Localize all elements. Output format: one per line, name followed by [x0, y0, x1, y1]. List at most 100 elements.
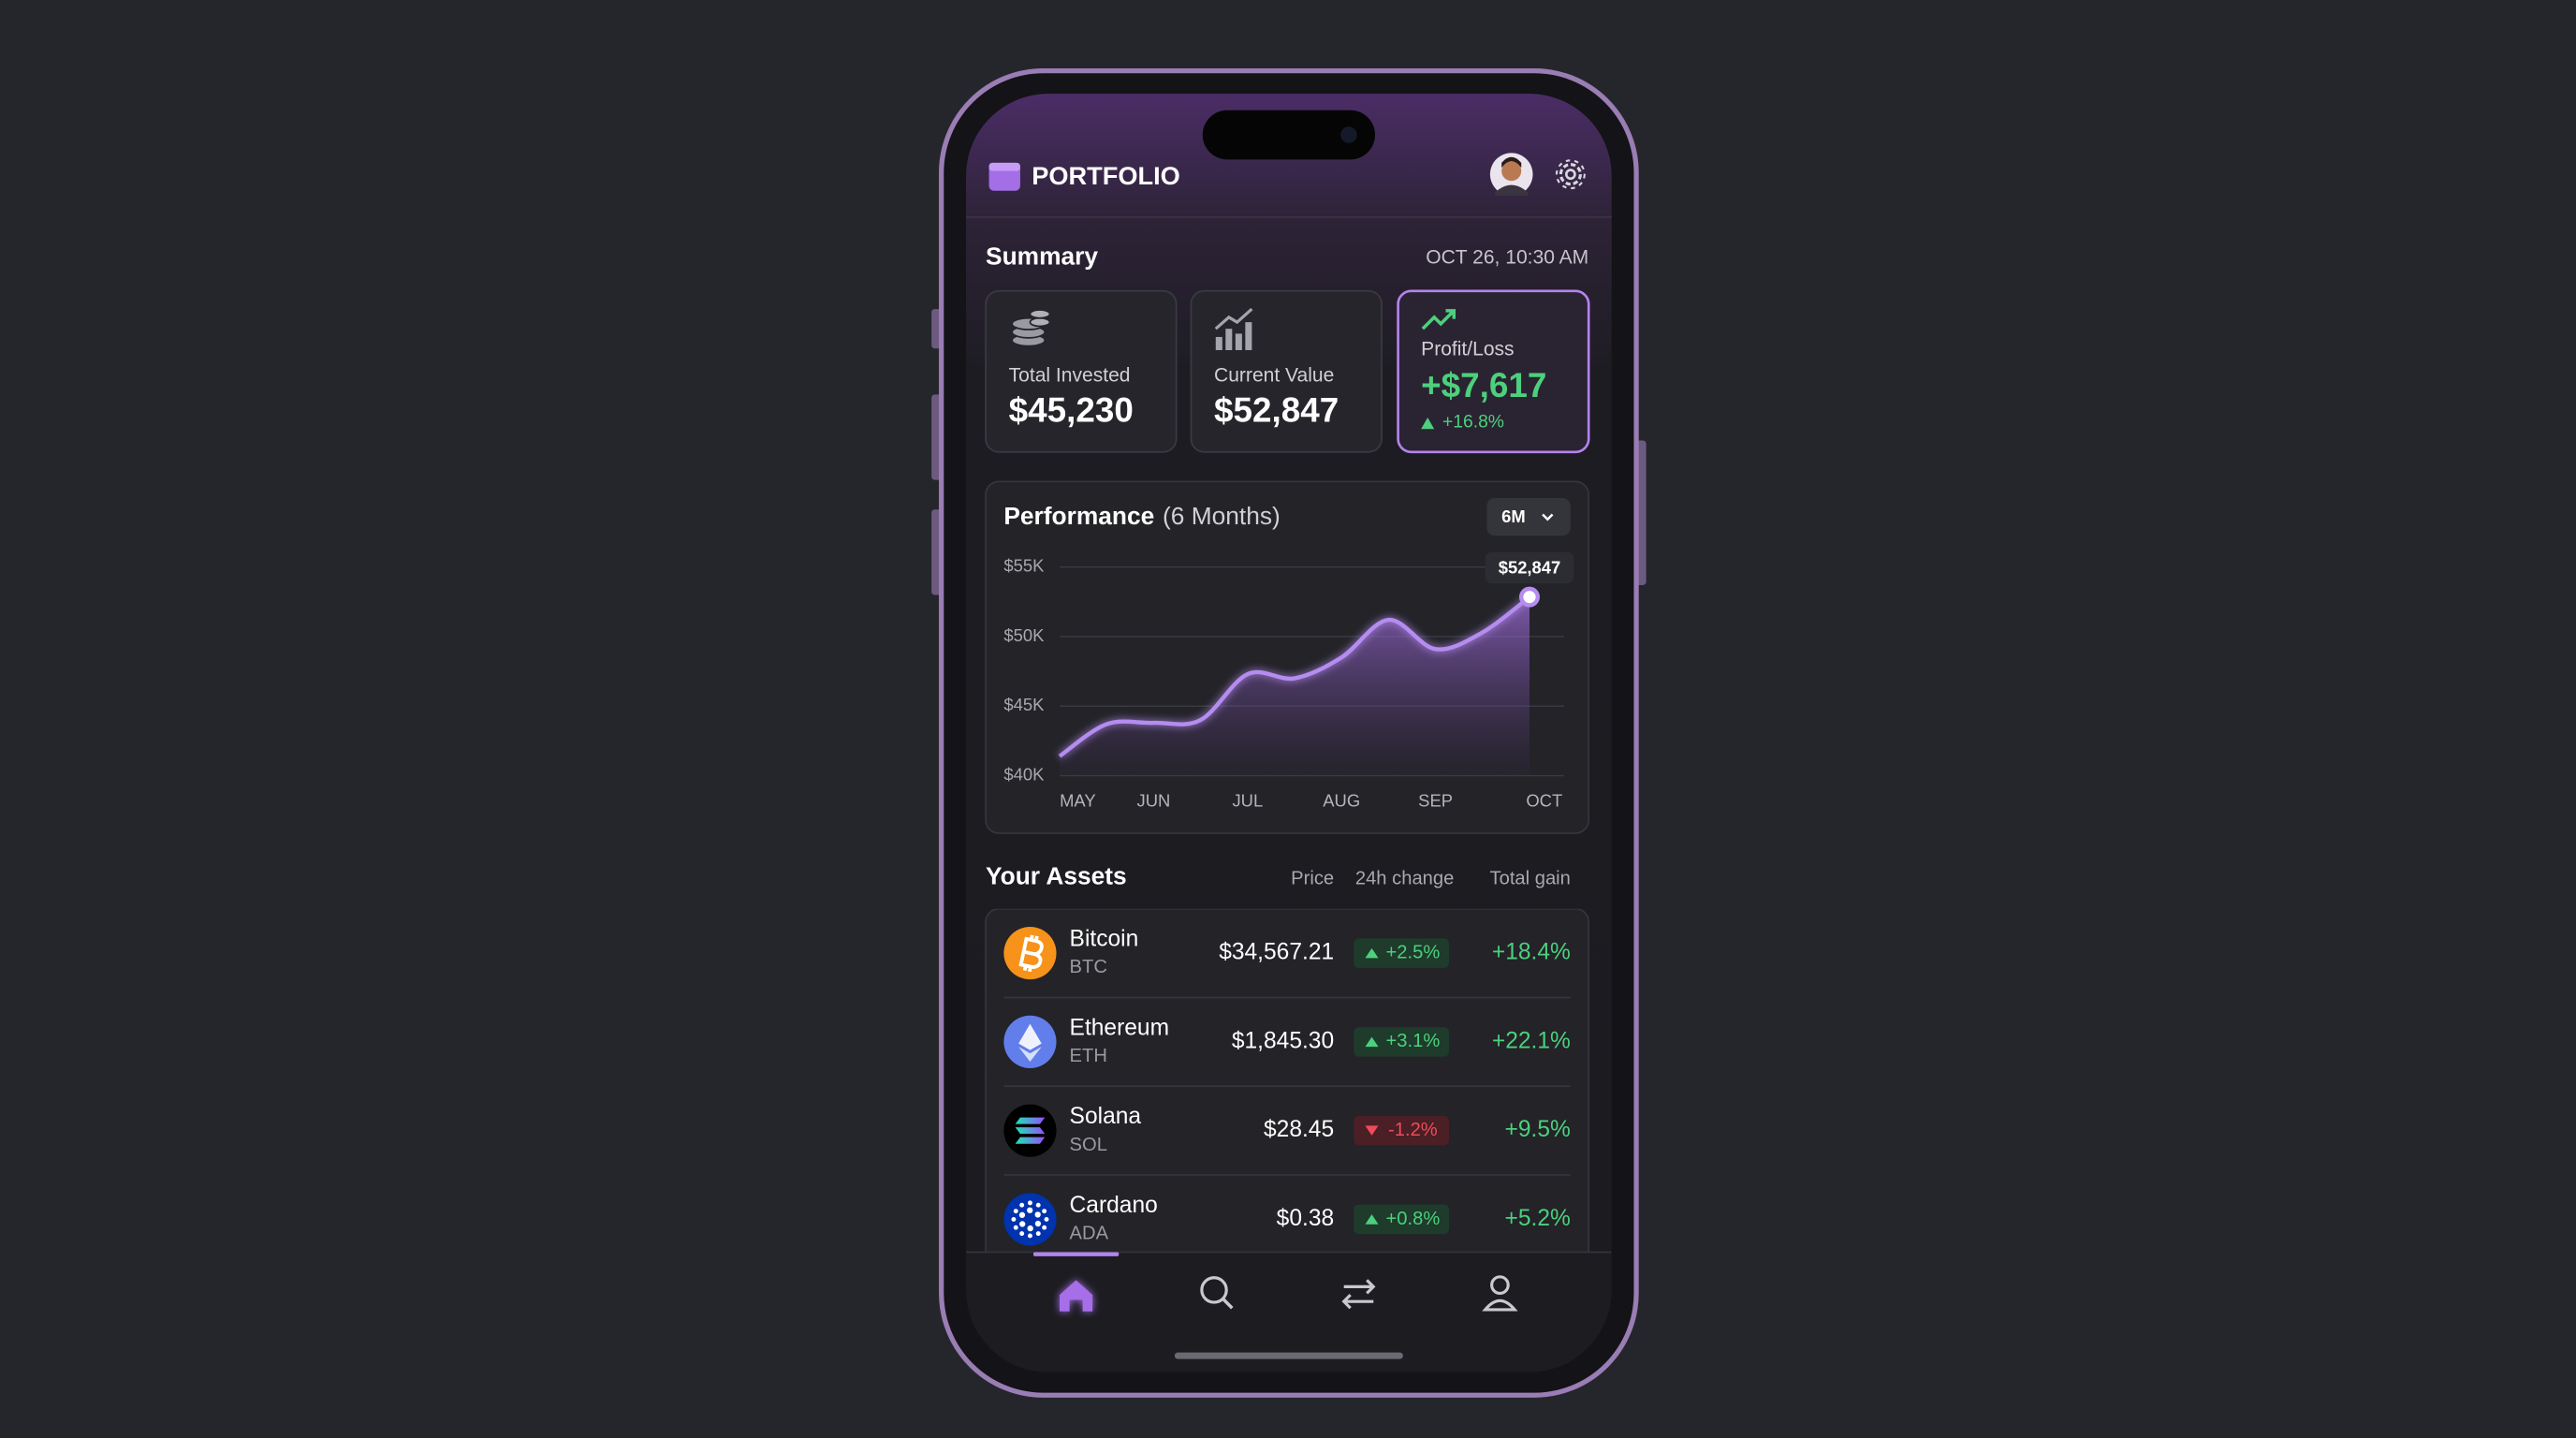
column-header: Total gain [1490, 868, 1571, 888]
ada-icon [1003, 1193, 1057, 1246]
asset-row[interactable]: Bitcoin BTC $34,567.21 +2.5% +18.4% [1003, 927, 1571, 980]
nav-home[interactable] [1060, 1280, 1093, 1312]
column-header: Price [1291, 868, 1334, 888]
sol-glyph [1015, 1137, 1046, 1144]
coin-icon [1029, 316, 1051, 328]
ada-dot [1027, 1200, 1032, 1206]
chart-title: Performance (6 Months) [1003, 502, 1280, 530]
coin-icon [1029, 309, 1051, 319]
summary-card: Profit/Loss +$7,617 +16.8% [1397, 289, 1590, 454]
x-tick-label: SEP [1418, 790, 1453, 810]
asset-change: -1.2% [1388, 1120, 1438, 1140]
y-tick-label: $50K [1003, 625, 1045, 645]
range-dropdown[interactable]: 6M [1486, 497, 1571, 536]
asset-price: $0.38 [1277, 1206, 1334, 1231]
up-arrow [1365, 947, 1379, 959]
btc-glyph [1018, 934, 1044, 973]
nav-profile-body [1482, 1299, 1518, 1312]
y-tick-label: $45K [1003, 695, 1045, 714]
asset-name: Ethereum [1070, 1015, 1170, 1040]
chart-icon-bar [1225, 329, 1233, 350]
sol-glyph [1015, 1117, 1046, 1124]
x-tick-label: AUG [1323, 790, 1360, 810]
chart-subtitle: (6 Months) [1163, 502, 1281, 530]
asset-gain: +9.5% [1505, 1117, 1571, 1142]
ada-dot [1034, 1220, 1042, 1227]
asset-price: $34,567.21 [1219, 940, 1334, 965]
active-indicator [1032, 1252, 1120, 1256]
ada-dot [1044, 1216, 1049, 1222]
summary-card: Current Value $52,847 [1190, 289, 1383, 453]
card-label: Profit/Loss [1421, 339, 1514, 360]
y-tick-label: $40K [1003, 764, 1045, 784]
ada-dot [1035, 1202, 1041, 1208]
column-header: 24h change [1355, 868, 1454, 888]
ada-dot [1013, 1209, 1018, 1214]
asset-name: Solana [1070, 1104, 1142, 1129]
card-change: +16.8% [1442, 412, 1504, 432]
ada-dot [1042, 1225, 1047, 1230]
asset-gain: +22.1% [1492, 1028, 1571, 1053]
avatar-head [1501, 161, 1522, 182]
up-arrow [1421, 417, 1435, 430]
ada-dot [1027, 1225, 1033, 1232]
sol-glyph [1015, 1127, 1046, 1135]
avatar-hair [1501, 156, 1522, 169]
asset-price: $1,845.30 [1232, 1028, 1334, 1053]
asset-row[interactable]: Cardano ADA $0.38 +0.8% +5.2% [1003, 1174, 1571, 1246]
asset-name: Cardano [1070, 1193, 1158, 1218]
asset-name: Bitcoin [1070, 927, 1139, 952]
ada-dot [1013, 1225, 1018, 1230]
settings-icon-center [1564, 169, 1576, 181]
asset-row[interactable]: Solana SOL $28.45 -1.2% +9.5% [1003, 1085, 1571, 1157]
asset-change: +3.1% [1386, 1031, 1441, 1051]
annotation-bg [1485, 551, 1574, 584]
annotation: $52,847 [1499, 557, 1561, 577]
ada-dot [1027, 1207, 1033, 1213]
asset-symbol: ADA [1070, 1224, 1109, 1244]
section-title: Summary [986, 242, 1098, 271]
x-tick-label: JUN [1137, 790, 1171, 810]
card-value: $45,230 [1009, 390, 1134, 429]
change-pill [1354, 1027, 1449, 1057]
asset-symbol: SOL [1070, 1135, 1107, 1155]
ada-dot [1019, 1231, 1025, 1237]
home-indicator [1174, 1352, 1403, 1359]
ada-dot [1034, 1211, 1041, 1218]
screen: PORTFOLIO Summary OCT 26, 10:30 AM Total In… [966, 110, 1612, 1372]
dynamic-island [1202, 110, 1376, 160]
x-tick-label: OCT [1526, 790, 1562, 810]
y-tick-label: $55K [1003, 556, 1045, 576]
eth-glyph [1018, 1047, 1042, 1062]
nav-search[interactable] [1200, 1276, 1228, 1304]
header: PORTFOLIO [966, 153, 1612, 218]
card-bg [1190, 289, 1383, 453]
avatar[interactable] [1489, 153, 1533, 196]
ada-dot [1011, 1216, 1017, 1222]
card-label: Current Value [1214, 365, 1334, 387]
eth-glyph [1018, 1023, 1042, 1050]
asset-gain: +18.4% [1492, 940, 1571, 965]
summary-card: Total Invested $45,230 [985, 289, 1178, 453]
asset-symbol: ETH [1070, 1046, 1107, 1066]
nav-profile[interactable] [1490, 1275, 1510, 1295]
card-value: +$7,617 [1421, 366, 1546, 404]
camera [1340, 126, 1357, 143]
ada-dot [1018, 1211, 1026, 1218]
change-pill [1354, 938, 1449, 968]
x-tick-label: JUL [1232, 790, 1263, 810]
x-tick-label: MAY [1060, 790, 1096, 810]
chart-icon-bar [1215, 336, 1222, 350]
asset-change: +0.8% [1386, 1209, 1441, 1229]
chart-title-main: Performance [1003, 502, 1154, 530]
chart-icon-bar [1245, 322, 1252, 350]
asset-row[interactable]: Ethereum ETH $1,845.30 +3.1% +22.1% [1003, 996, 1571, 1068]
wallet-icon-flap [988, 162, 1020, 171]
timestamp: OCT 26, 10:30 AM [1426, 246, 1588, 268]
nav-swap[interactable] [1341, 1279, 1376, 1310]
ada-dot [1019, 1202, 1025, 1208]
settings-icon[interactable] [1559, 163, 1582, 186]
assets: Your Assets Price 24h change Total gain Bitc… [985, 861, 1590, 1255]
